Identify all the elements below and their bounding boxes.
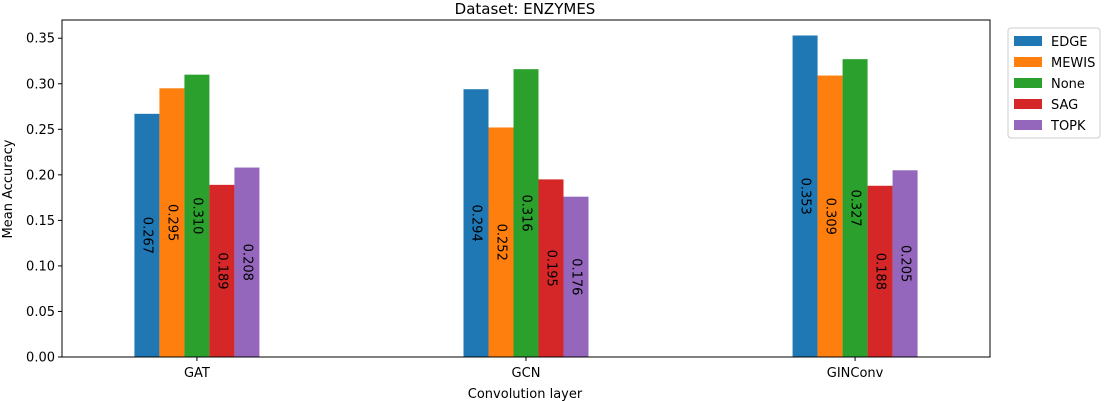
bar-mewis-gcn bbox=[488, 127, 514, 357]
legend-label: SAG bbox=[1051, 98, 1078, 113]
legend-label: TOPK bbox=[1050, 119, 1086, 134]
legend-swatch bbox=[1014, 57, 1042, 67]
bar-value-label: 0.189 bbox=[214, 252, 229, 289]
bar-mewis-ginconv bbox=[817, 75, 843, 358]
bar-value-label: 0.195 bbox=[544, 250, 559, 287]
bar-none-gat bbox=[184, 74, 210, 357]
x-tick-label: GINConv bbox=[827, 366, 884, 381]
bar-value-label: 0.205 bbox=[898, 245, 913, 282]
legend: EDGE MEWIS None SAG TOPK bbox=[1007, 27, 1101, 139]
bar-value-label: 0.309 bbox=[823, 198, 838, 235]
bar-value-label: 0.176 bbox=[569, 258, 584, 295]
y-tick-label: 0.00 bbox=[26, 351, 55, 366]
y-axis-label: Mean Accuracy bbox=[1, 139, 16, 238]
bar-sag-ginconv bbox=[867, 185, 893, 357]
bar-none-ginconv bbox=[842, 59, 868, 358]
legend-swatch bbox=[1014, 36, 1042, 46]
bar-value-label: 0.252 bbox=[494, 224, 509, 261]
y-tick-label: 0.05 bbox=[26, 305, 55, 320]
bar-mewis-gat bbox=[159, 88, 185, 357]
legend-swatch bbox=[1014, 120, 1042, 130]
bar-value-label: 0.327 bbox=[848, 189, 863, 226]
bar-value-label: 0.208 bbox=[239, 244, 254, 281]
x-tick-label: GAT bbox=[184, 366, 210, 381]
bar-value-label: 0.294 bbox=[469, 205, 484, 242]
bar-sag-gat bbox=[209, 184, 235, 357]
legend-frame bbox=[1007, 27, 1101, 139]
bar-sag-gcn bbox=[538, 179, 564, 357]
y-tick-label: 0.15 bbox=[26, 214, 55, 229]
x-axis: GAT GCN GINConv bbox=[184, 357, 884, 381]
bar-none-gcn bbox=[513, 69, 539, 358]
y-axis: 0.00 0.05 0.10 0.15 0.20 0.25 0.30 0.35 bbox=[26, 32, 62, 366]
legend-label: None bbox=[1051, 77, 1085, 92]
bar-topk-gcn bbox=[563, 196, 589, 357]
legend-label: MEWIS bbox=[1051, 56, 1095, 71]
legend-swatch bbox=[1014, 78, 1042, 88]
y-tick-label: 0.30 bbox=[26, 77, 55, 92]
bar-value-label: 0.295 bbox=[164, 204, 179, 241]
bar-value-label: 0.353 bbox=[798, 178, 813, 215]
y-tick-label: 0.20 bbox=[26, 168, 55, 183]
y-tick-label: 0.35 bbox=[26, 32, 55, 47]
legend-label: EDGE bbox=[1051, 35, 1088, 50]
bar-edge-gcn bbox=[463, 89, 489, 357]
chart-title: Dataset: ENZYMES bbox=[455, 0, 596, 18]
bar-value-label: 0.188 bbox=[873, 253, 888, 290]
bar-value-label: 0.267 bbox=[139, 217, 154, 254]
y-tick-label: 0.25 bbox=[26, 123, 55, 138]
bar-edge-gat bbox=[134, 113, 160, 358]
bar-topk-gat bbox=[234, 167, 260, 357]
bar-value-label: 0.316 bbox=[519, 194, 534, 231]
bar-edge-ginconv bbox=[792, 35, 818, 357]
y-tick-label: 0.10 bbox=[26, 259, 55, 274]
bar-topk-ginconv bbox=[892, 170, 918, 357]
plot-area: 0.267 0.295 0.310 0.189 0.208 0.294 0.252 0.316… bbox=[134, 35, 918, 358]
legend-swatch bbox=[1014, 99, 1042, 109]
bar-value-label: 0.310 bbox=[189, 197, 204, 234]
x-axis-label: Convolution layer bbox=[468, 387, 583, 401]
x-tick-label: GCN bbox=[512, 366, 541, 381]
